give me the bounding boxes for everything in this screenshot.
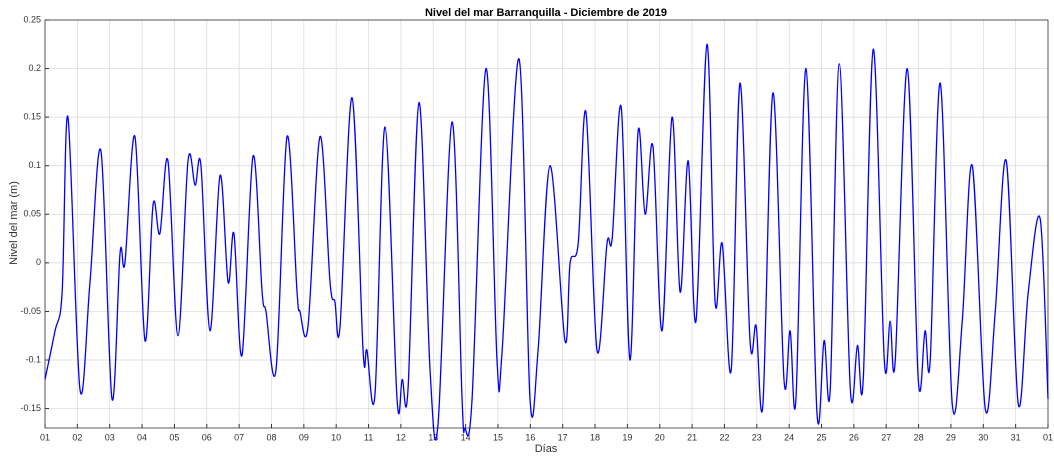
x-tick-label: 04 [137,432,147,442]
y-tick-label: 0.05 [23,209,41,219]
x-tick-label: 11 [364,432,373,442]
x-tick-label: 17 [558,432,568,442]
plot-frame [44,19,1049,429]
x-tick-label: 07 [234,432,244,442]
y-tick-label: -0.1 [25,354,41,364]
x-tick-label: 31 [1011,432,1021,442]
x-tick-label: 10 [331,432,341,442]
x-tick-label: 14 [461,432,471,442]
x-tick-label: 13 [428,432,438,442]
y-tick-label: 0.2 [28,63,41,73]
x-tick-label: 26 [849,432,859,442]
x-tick-label: 15 [493,432,503,442]
data-line [44,43,1049,441]
x-tick-label: 25 [817,432,827,442]
x-tick-label: 20 [655,432,665,442]
y-tick-label: 0.1 [28,160,41,170]
x-tick-label: 22 [719,432,729,442]
x-tick-label: 08 [266,432,276,442]
x-tick-label: 24 [784,432,794,442]
x-tick-label: 06 [202,432,212,442]
y-axis-label: Nivel del mar (m) [8,181,20,265]
x-tick-label: 09 [299,432,309,442]
x-tick-label: 18 [590,432,600,442]
x-axis-label: Días [535,443,558,455]
x-tick-label: 03 [105,432,115,442]
x-tick-label: 05 [169,432,179,442]
y-tick-label: 0.15 [23,112,41,122]
x-tick-label: 01 [40,432,50,442]
x-tick-label: 02 [72,432,82,442]
y-tick-label: -0.15 [20,403,41,413]
y-tick-label: -0.05 [20,306,41,316]
x-tick-label: 29 [946,432,956,442]
x-tick-label: 21 [687,432,697,442]
x-tick-label: 12 [396,432,406,442]
x-tick-label: 23 [752,432,762,442]
x-tick-label: 19 [622,432,632,442]
chart-title: Nivel del mar Barranquilla - Diciembre d… [425,7,667,19]
x-tick-label: 28 [914,432,924,442]
y-tick-label: 0.25 [23,14,41,24]
x-tick-label: 27 [881,432,891,442]
x-tick-label: 16 [525,432,535,442]
x-tick-label: 01 [1043,432,1053,442]
y-tick-label: 0 [36,257,41,267]
x-tick-label: 30 [978,432,988,442]
